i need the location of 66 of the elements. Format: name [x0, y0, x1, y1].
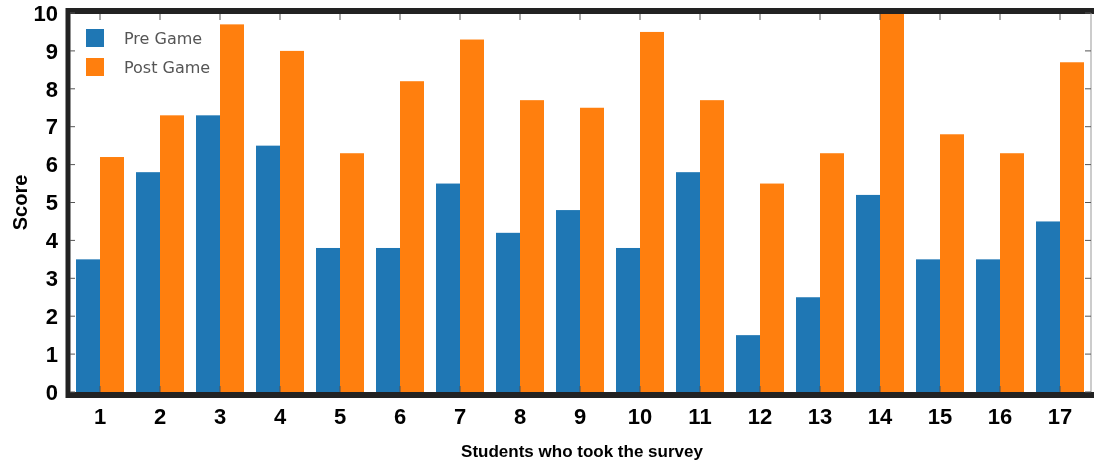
bar	[700, 100, 724, 392]
bar	[196, 115, 220, 392]
y-tick-label: 5	[45, 190, 58, 216]
x-tick-label: 13	[807, 404, 833, 429]
x-tick-label: 6	[393, 404, 407, 429]
bar	[520, 100, 544, 392]
bar	[316, 247, 340, 392]
bar	[976, 259, 1000, 392]
bar	[640, 31, 664, 392]
y-tick-label: 9	[45, 38, 58, 64]
x-tick-label: 10	[627, 404, 653, 429]
bar	[556, 210, 580, 392]
bar	[856, 194, 880, 392]
bar	[676, 172, 700, 392]
x-tick-label: 5	[333, 404, 347, 429]
x-tick-label: 17	[1047, 404, 1073, 429]
x-tick-label: 7	[453, 404, 467, 429]
bar	[940, 134, 964, 392]
bar	[1060, 62, 1084, 392]
bar	[916, 259, 940, 392]
bar	[496, 232, 520, 392]
y-tick-label: 3	[45, 266, 58, 291]
x-tick-label: 2	[153, 404, 167, 429]
bar	[136, 172, 160, 392]
bar	[796, 297, 820, 392]
x-tick-label: 15	[927, 404, 953, 429]
y-tick-label: 6	[45, 152, 58, 178]
bar	[1036, 221, 1060, 392]
bar	[220, 24, 244, 392]
bar	[760, 183, 784, 392]
bar	[76, 259, 100, 392]
bar	[340, 153, 364, 392]
bar	[256, 145, 280, 392]
x-tick-label: 1	[93, 404, 107, 429]
bar	[436, 183, 460, 392]
bar	[376, 247, 400, 392]
x-tick-label: 14	[867, 404, 893, 429]
x-tick-label: 11	[688, 404, 712, 429]
y-tick-label: 8	[45, 76, 58, 102]
y-tick-label: 4	[45, 228, 59, 254]
y-tick-label: 1	[45, 341, 58, 367]
x-tick-label: 16	[987, 404, 1013, 429]
bar	[736, 335, 760, 392]
bar	[616, 247, 640, 392]
x-tick-label: 8	[513, 404, 527, 429]
bar	[820, 153, 844, 392]
bar	[580, 107, 604, 392]
bar	[880, 13, 904, 392]
bar	[460, 39, 484, 392]
bar	[100, 157, 124, 392]
x-tick-label: 3	[213, 404, 227, 429]
legend-label: Post Game	[124, 57, 211, 77]
bar	[160, 115, 184, 392]
y-tick-label: 7	[45, 114, 58, 140]
x-axis-title: Students who took the survey	[461, 442, 704, 461]
y-axis-title: Score	[9, 174, 31, 231]
x-tick-label: 9	[573, 404, 587, 429]
x-tick-label: 12	[747, 404, 773, 429]
x-tick-label: 4	[273, 404, 287, 429]
bar	[1000, 153, 1024, 392]
y-tick-label: 2	[45, 303, 58, 329]
y-tick-label: 0	[45, 379, 58, 405]
legend-label: Pre Game	[124, 28, 203, 48]
y-tick-label: 10	[33, 0, 58, 26]
bar	[280, 50, 304, 392]
bar	[400, 81, 424, 392]
